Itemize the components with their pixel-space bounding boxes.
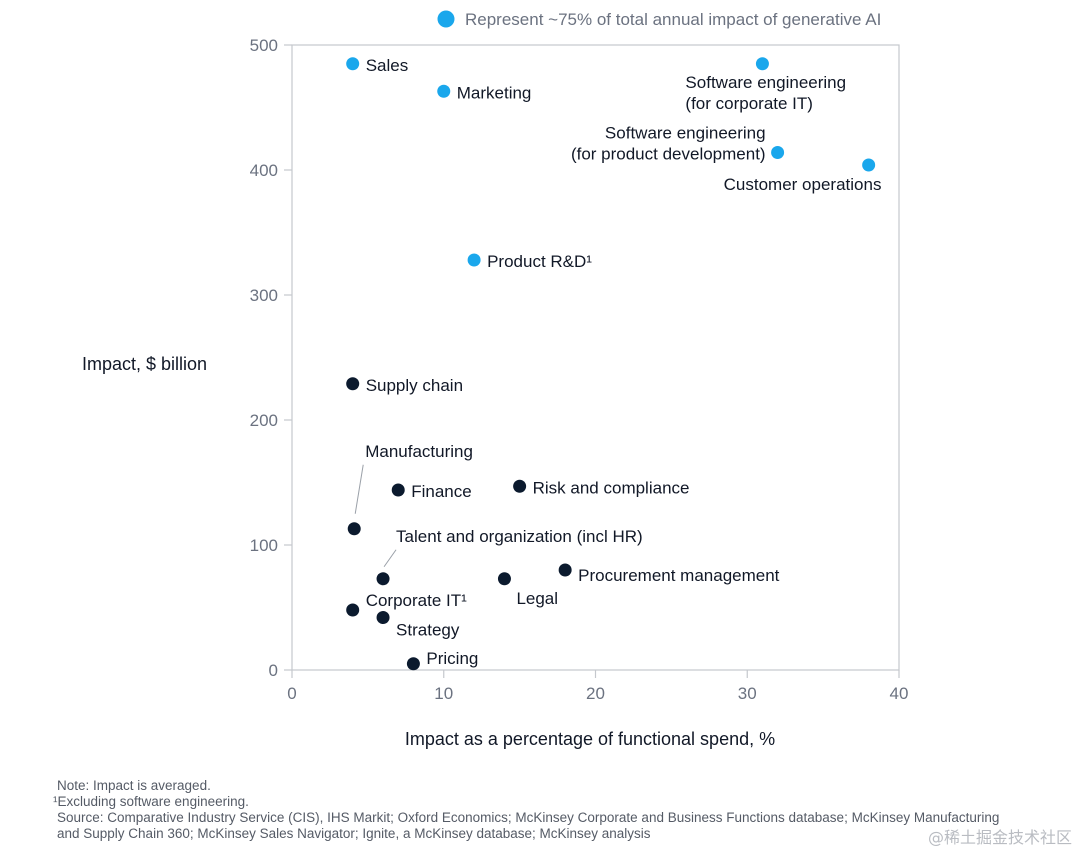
point-sales (346, 57, 360, 71)
chart-notes: Note: Impact is averaged. ¹Excluding sof… (53, 778, 1057, 842)
x-tick-label: 10 (434, 684, 453, 703)
x-tick-label: 20 (586, 684, 605, 703)
label-marketing: Marketing (457, 83, 532, 102)
point-manufacturing (347, 522, 361, 536)
footnote-text: ¹Excluding software engineering. (53, 794, 249, 809)
leader-line-talent-and-organization-incl-hr (383, 549, 397, 568)
label-corporate-it: Corporate IT¹ (366, 591, 467, 610)
label-supply-chain: Supply chain (366, 376, 463, 395)
label-pricing: Pricing (426, 649, 478, 668)
label-software-engineering-for-product-development-line-2: (for product development) (571, 145, 766, 164)
label-product-r-d: Product R&D¹ (487, 252, 592, 271)
label-legal: Legal (516, 589, 558, 608)
legend: Represent ~75% of total annual impact of… (437, 10, 881, 29)
x-tick-label: 40 (890, 684, 909, 703)
axes: 0 100 200 300 400 500 0 10 20 30 40 (250, 36, 909, 703)
legend-marker (437, 10, 455, 28)
point-finance (391, 483, 405, 497)
legend-label: Represent ~75% of total annual impact of… (465, 10, 881, 29)
point-procurement-management (558, 563, 572, 577)
watermark: @稀土掘金技术社区 (927, 828, 1072, 847)
point-product-r-d (467, 253, 481, 267)
note-text: Note: Impact is averaged. (57, 778, 211, 793)
label-software-engineering-for-corporate-it-line-2: (for corporate IT) (685, 94, 813, 113)
point-labels: Sales Marketing Software engineering (for c… (365, 56, 881, 668)
point-customer-operations (862, 158, 876, 172)
label-software-engineering-for-corporate-it-line-1: Software engineering (685, 73, 846, 92)
point-strategy (376, 611, 390, 624)
point-marketing (437, 84, 451, 98)
label-sales: Sales (366, 56, 409, 75)
y-tick-label: 100 (250, 536, 278, 555)
x-tick-label: 0 (287, 684, 296, 703)
x-axis-title: Impact as a percentage of functional spe… (405, 729, 775, 749)
point-pricing (406, 657, 420, 671)
leader-lines (354, 464, 397, 568)
label-procurement-management: Procurement management (578, 566, 780, 585)
y-tick-label: 200 (250, 411, 278, 430)
label-finance: Finance (411, 482, 471, 501)
y-axis-title: Impact, $ billion (82, 354, 207, 374)
point-software-engineering-for-corporate-it (755, 57, 769, 71)
point-risk-and-compliance (513, 479, 527, 493)
point-supply-chain (346, 377, 360, 391)
label-strategy: Strategy (396, 621, 460, 640)
y-tick-label: 400 (250, 161, 278, 180)
label-customer-operations: Customer operations (724, 175, 882, 194)
source-text-line-2: and Supply Chain 360; McKinsey Sales Nav… (57, 826, 651, 841)
point-software-engineering-for-product-development (771, 146, 785, 159)
leader-line-manufacturing (354, 464, 364, 514)
point-legal (497, 572, 511, 586)
point-corporate-it (346, 603, 360, 617)
data-points (346, 57, 876, 671)
label-talent-and-organization-incl-hr: Talent and organization (incl HR) (396, 527, 643, 546)
y-tick-label: 500 (250, 36, 278, 55)
source-text-line-1: Source: Comparative Industry Service (CI… (57, 810, 1000, 825)
label-software-engineering-for-product-development-line-1: Software engineering (605, 124, 766, 143)
point-talent-and-organization-incl-hr (376, 572, 390, 586)
label-manufacturing: Manufacturing (365, 442, 473, 461)
y-tick-label: 0 (269, 661, 278, 680)
y-tick-label: 300 (250, 286, 278, 305)
x-tick-label: 30 (738, 684, 757, 703)
label-risk-and-compliance: Risk and compliance (533, 478, 690, 497)
impact-scatter-chart: Represent ~75% of total annual impact of… (82, 10, 909, 749)
